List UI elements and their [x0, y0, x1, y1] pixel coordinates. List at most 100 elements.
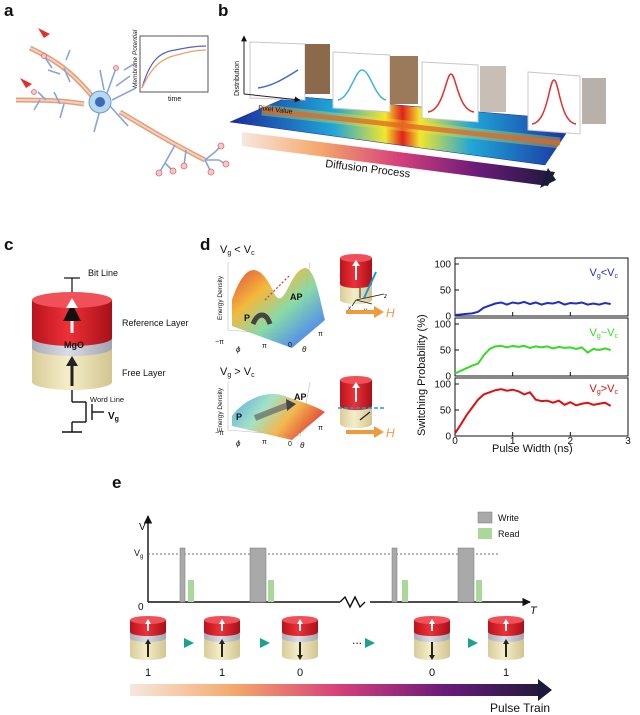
y-tick-label: 0 [445, 312, 451, 323]
panel-label-a: a [4, 1, 14, 20]
panel-label-c: c [4, 235, 13, 254]
vg-axis-label: Vg [134, 548, 143, 560]
read-pulse [268, 580, 274, 602]
pixel-value-axis-label: Pixel Value [258, 105, 293, 116]
series-legend-1: Vg<Vc [589, 267, 618, 280]
y-tick-label: 50 [440, 406, 452, 417]
energy-surface-top [227, 261, 325, 348]
mtj-state-label: 1 [503, 667, 509, 679]
membrane-inset: Membrane Potential time [132, 29, 209, 103]
panel-a: a Membrane Potential [4, 1, 230, 177]
phi-label-top: ϕ [236, 345, 241, 354]
transition-arrow [260, 638, 270, 648]
tick-neg-pi-top: −π [215, 339, 224, 346]
spike-marker [38, 28, 50, 38]
state-p-bottom: P [236, 412, 242, 422]
write-pulse [391, 547, 398, 603]
mtj-small-bottom [338, 376, 384, 428]
write-pulse [457, 547, 475, 603]
heatmap-ridge [261, 107, 561, 146]
y-tick-label: 50 [440, 286, 452, 297]
reference-arrow-head [503, 619, 509, 624]
x-tick-label: 2 [568, 436, 574, 447]
mtj-state-label: 0 [297, 667, 303, 679]
reference-arrow-head [297, 619, 303, 624]
transistor-circuit [62, 390, 104, 433]
free-layer-arrow-head [429, 655, 435, 660]
tick-neg-pi-bottom: −π [215, 430, 224, 437]
terminal-nodes [31, 53, 230, 177]
field-arrow-bottom [374, 426, 384, 438]
mtj-state-row: 1 1 0 0 1 [130, 616, 524, 679]
panel-d: d Vg < Vc Energy Density P AP −π π 0 π ϕ… [200, 235, 395, 450]
distribution-axis-label: Distribution [234, 61, 241, 96]
series-line-3 [454, 388, 612, 434]
condition-bottom: Vg > Vc [220, 366, 255, 379]
axis-z-top: z [383, 294, 387, 300]
axis-break [339, 595, 366, 609]
distribution-card-3 [421, 61, 506, 123]
word-line-label: Word Line [90, 395, 124, 404]
diffusion-heatmap [230, 96, 575, 165]
free-layer-label: Free Layer [122, 368, 166, 378]
x-tick-label: 3 [625, 436, 631, 447]
energy-density-label-bottom: Energy Density [217, 387, 224, 432]
state-p-top: P [244, 313, 250, 323]
subplot-frame-2 [454, 317, 629, 377]
write-pulse [249, 547, 267, 603]
read-pulse [188, 580, 194, 602]
pulse-train-bar [130, 684, 548, 696]
y-tick-label: 0 [445, 372, 451, 383]
panel-label-b: b [218, 1, 228, 20]
mtj-state-label: 1 [219, 667, 225, 679]
panel-c: c Bit Line MgO Reference Layer Free Laye… [4, 235, 189, 433]
origin-label: 0 [138, 602, 144, 613]
transition-arrow [365, 638, 375, 648]
switching-probability-chart: Switching Probability (%) Pulse Width (n… [416, 257, 631, 455]
legend-write: Write [498, 513, 519, 523]
reference-layer-label: Reference Layer [122, 318, 189, 328]
read-pulse [476, 580, 482, 602]
x-tick-label: 1 [510, 436, 516, 447]
bit-line-label: Bit Line [88, 268, 118, 278]
spike-marker [20, 78, 32, 88]
legend-read: Read [498, 529, 520, 539]
pulse-bars [179, 547, 482, 603]
reference-arrow-head [219, 619, 225, 624]
panel-b: b Distribution Pixel Va [218, 1, 606, 188]
series-line-1 [454, 300, 611, 316]
tick-zero-bottom: 0 [288, 441, 292, 448]
series-legend-3: Vg>Vc [589, 383, 618, 396]
subplot-frame-1 [454, 257, 629, 317]
read-pulse [402, 580, 408, 602]
mtj-cylinder [32, 292, 112, 390]
tick-pi-bottom: π [262, 439, 267, 446]
free-layer-arrow-head [145, 639, 151, 644]
reference-arrow-head [429, 619, 435, 624]
distribution-card-1 [249, 41, 330, 101]
series-line-2 [454, 344, 611, 375]
phi-label-bottom: ϕ [236, 439, 241, 448]
distribution-card-4 [527, 71, 606, 135]
chart-ylabel: Switching Probability (%) [416, 314, 428, 436]
y-tick-label: 100 [434, 320, 451, 331]
panel-label-e: e [112, 473, 121, 492]
free-layer-arrow-head [297, 655, 303, 660]
diffusion-bar [242, 132, 555, 186]
field-arrow-top [374, 306, 384, 318]
series-legend-2: Vg~Vc [589, 327, 618, 340]
mtj-state-label: 1 [145, 667, 151, 679]
condition-top: Vg < Vc [220, 244, 255, 257]
y-tick-label: 100 [434, 380, 451, 391]
mgo-label: MgO [64, 340, 84, 350]
ellipsis: ... [352, 633, 362, 647]
nucleus [95, 97, 105, 107]
transition-arrow [468, 638, 478, 648]
y-tick-label: 100 [434, 260, 451, 271]
tick-pi-top: π [262, 343, 267, 350]
distribution-card-2 [332, 51, 418, 113]
field-label-bottom: H [386, 426, 395, 440]
free-layer-arrow-head [219, 639, 225, 644]
